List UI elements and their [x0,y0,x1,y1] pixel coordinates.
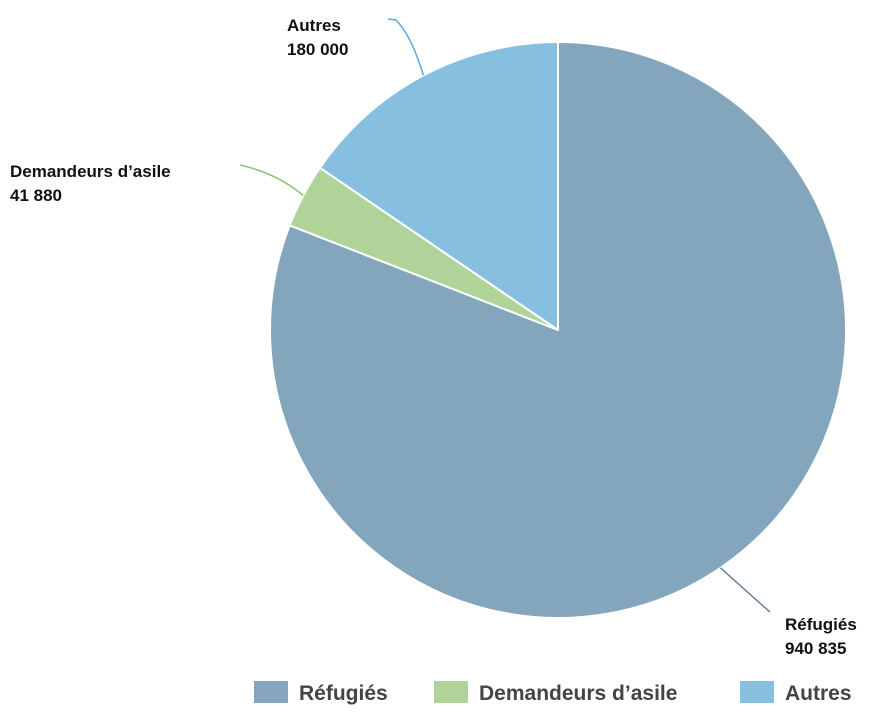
leader-line-demandeurs-d-asile [239,164,304,197]
slice-label-autres: Autres [287,16,341,35]
leader-line-autres [387,18,425,76]
legend: Réfugiés Demandeurs d’asile Autres [254,681,852,705]
slice-value-demandeurs-d-asile: 41 880 [10,186,62,205]
leader-lines [239,18,771,613]
legend-swatch-demandeurs-d-asile [434,681,468,703]
slice-label-refugies: Réfugiés [785,615,857,634]
legend-label-refugies: Réfugiés [299,682,388,705]
legend-label-demandeurs-d-asile: Demandeurs d’asile [479,682,677,705]
legend-swatch-refugies [254,681,288,703]
slice-value-refugies: 940 835 [785,639,846,658]
leader-line-refugies [719,567,771,613]
legend-label-autres: Autres [785,682,852,705]
slice-value-autres: 180 000 [287,40,348,59]
legend-swatch-autres [740,681,774,703]
slice-labels: Réfugiés 940 835 Demandeurs d’asile 41 880 A… [10,16,857,658]
slice-label-demandeurs-d-asile: Demandeurs d’asile [10,162,171,181]
pie-slices [269,41,847,619]
